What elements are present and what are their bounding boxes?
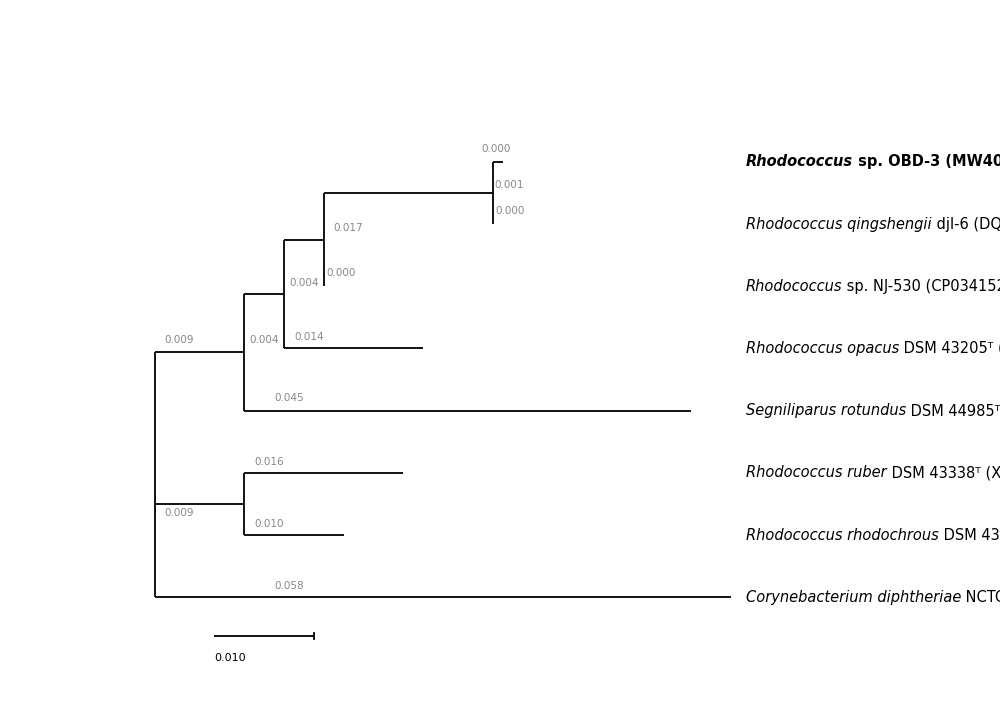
Text: DSM 43338ᵀ (X80625): DSM 43338ᵀ (X80625) [887, 465, 1000, 481]
Text: 0.004: 0.004 [289, 278, 318, 288]
Text: 0.017: 0.017 [334, 223, 363, 233]
Text: djl-6 (DQ090961): djl-6 (DQ090961) [932, 217, 1000, 232]
Text: 0.000: 0.000 [496, 206, 525, 216]
Text: Rhodococcus: Rhodococcus [746, 154, 853, 169]
Text: DSM 44985ᵀ (AY608918): DSM 44985ᵀ (AY608918) [906, 403, 1000, 418]
Text: Rhodococcus ruber: Rhodococcus ruber [746, 465, 887, 481]
Text: Corynebacterium diphtheriae: Corynebacterium diphtheriae [746, 590, 961, 605]
Text: 0.016: 0.016 [254, 457, 284, 467]
Text: NCTC 11397ᵀ (X84248): NCTC 11397ᵀ (X84248) [961, 590, 1000, 605]
Text: 0.009: 0.009 [165, 335, 194, 345]
Text: DSM 43205ᵀ (X80630): DSM 43205ᵀ (X80630) [899, 341, 1000, 356]
Text: Rhodococcus opacus: Rhodococcus opacus [746, 341, 899, 356]
Text: 0.058: 0.058 [274, 581, 304, 591]
Text: DSM 43241ᵀ (X79288): DSM 43241ᵀ (X79288) [939, 528, 1000, 542]
Text: sp. OBD-3 (MW404441): sp. OBD-3 (MW404441) [853, 154, 1000, 169]
Text: Rhodococcus qingshengii: Rhodococcus qingshengii [746, 217, 932, 232]
Text: 0.001: 0.001 [495, 180, 524, 190]
Text: Rhodococcus: Rhodococcus [746, 278, 842, 294]
Text: sp. NJ-530 (CP034152): sp. NJ-530 (CP034152) [842, 278, 1000, 294]
Text: Segniliparus rotundus: Segniliparus rotundus [746, 403, 906, 418]
Text: 0.010: 0.010 [254, 519, 284, 529]
Text: 0.009: 0.009 [165, 507, 194, 518]
Text: 0.045: 0.045 [274, 393, 304, 403]
Text: 0.004: 0.004 [249, 335, 279, 345]
Text: 0.010: 0.010 [214, 654, 246, 663]
Text: 0.000: 0.000 [327, 268, 356, 278]
Text: Rhodococcus rhodochrous: Rhodococcus rhodochrous [746, 528, 939, 542]
Text: 0.000: 0.000 [481, 144, 510, 154]
Text: 0.014: 0.014 [294, 332, 324, 342]
